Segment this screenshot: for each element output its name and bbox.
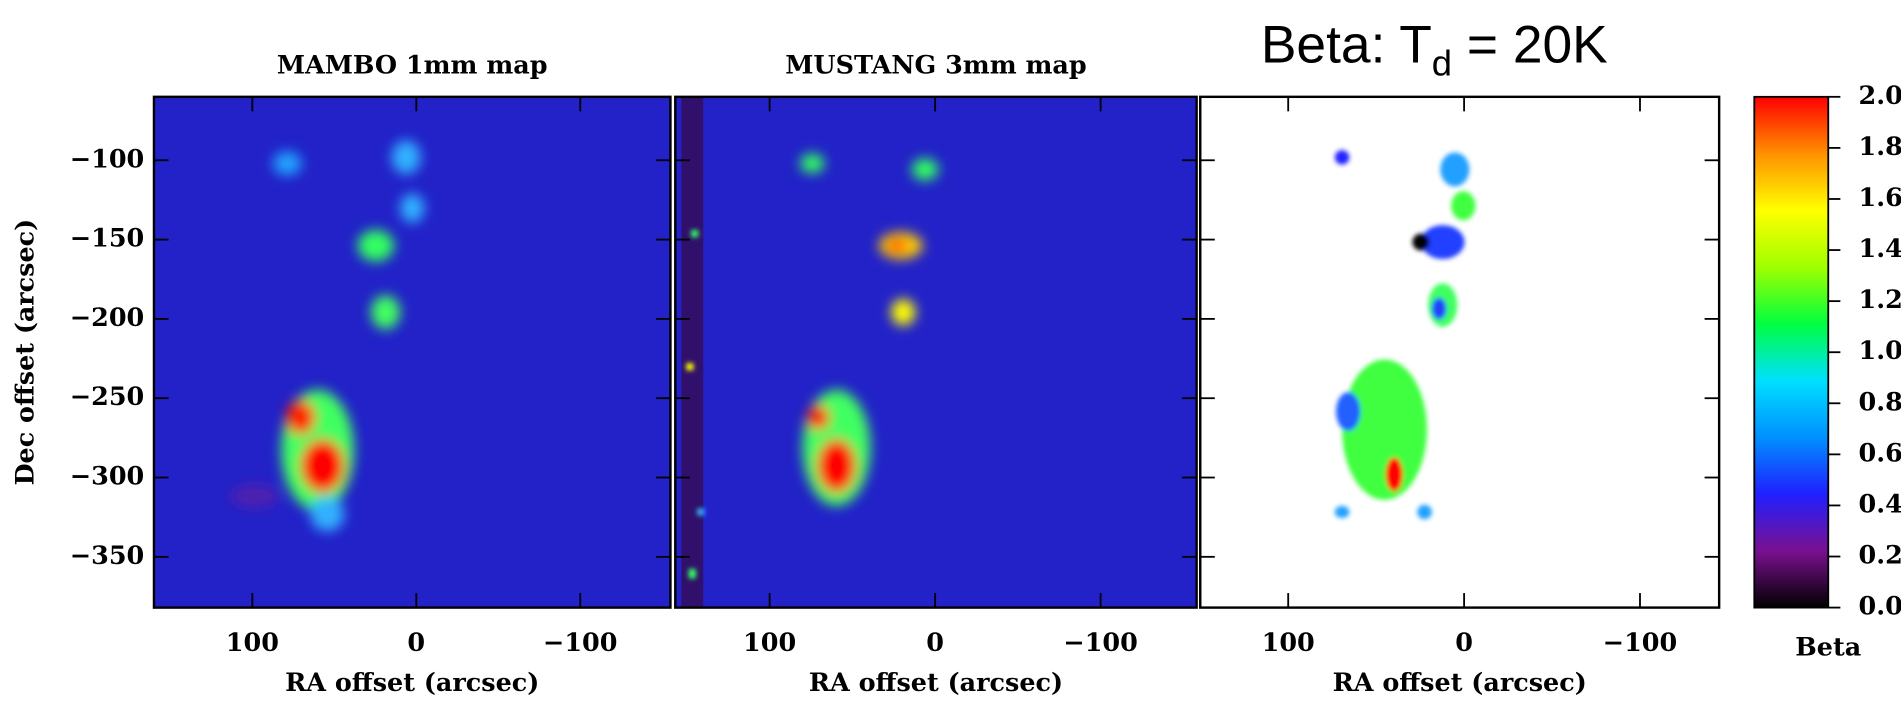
- x-tick-label: −100: [1603, 627, 1677, 657]
- colorbar-tick-label: 0.60: [1859, 437, 1901, 467]
- map-image-3: [1200, 96, 1720, 608]
- colorbar-label: Beta: [1795, 632, 1861, 662]
- x-tick-label: 0: [407, 627, 425, 657]
- panel-frame: [1199, 95, 1721, 609]
- x-tick-label: −100: [543, 627, 617, 657]
- heading-sub: d: [1432, 42, 1452, 83]
- x-tick-label: 0: [1455, 627, 1473, 657]
- colorbar-tick-label: 1.60: [1859, 182, 1901, 212]
- colorbar-tick-label: 1.20: [1859, 284, 1901, 314]
- panel-frame: [152, 95, 672, 609]
- map-image-1: [153, 96, 671, 608]
- heading-rest: = 20K: [1452, 16, 1608, 75]
- y-tick-label: −300: [70, 461, 144, 491]
- heading-main: Beta: T: [1261, 16, 1432, 75]
- y-tick-label: −200: [70, 302, 144, 332]
- y-tick-label: −100: [70, 143, 144, 173]
- colorbar-tick-label: 0.80: [1859, 386, 1901, 416]
- x-axis-label: RA offset (arcsec): [809, 667, 1063, 697]
- y-axis-label: Dec offset (arcsec): [10, 219, 40, 486]
- x-tick-label: 100: [743, 627, 796, 657]
- y-tick-label: −250: [70, 381, 144, 411]
- colorbar-tick-label: 2.00: [1859, 80, 1901, 110]
- y-tick-label: −350: [70, 540, 144, 570]
- map-image-2: [675, 96, 1197, 608]
- colorbar-tick-label: 1.80: [1859, 131, 1901, 161]
- x-tick-label: 0: [926, 627, 944, 657]
- colorbar-tick-label: 0.00: [1859, 591, 1901, 621]
- colorbar-tick-label: 0.40: [1859, 488, 1901, 518]
- colorbar-tick-label: 0.20: [1859, 540, 1901, 570]
- x-tick-label: −100: [1063, 627, 1137, 657]
- colorbar-tick-label: 1.00: [1859, 335, 1901, 365]
- panel-title: MUSTANG 3mm map: [785, 50, 1086, 80]
- colorbar: [1753, 95, 1830, 609]
- x-axis-label: RA offset (arcsec): [1333, 667, 1587, 697]
- panel-title: MAMBO 1mm map: [277, 50, 548, 80]
- x-axis-label: RA offset (arcsec): [285, 667, 539, 697]
- figure-heading: Beta: Td = 20K: [1261, 16, 1608, 83]
- y-tick-label: −150: [70, 223, 144, 253]
- colorbar-tick-label: 1.40: [1859, 233, 1901, 263]
- x-tick-label: 100: [226, 627, 279, 657]
- x-tick-label: 100: [1262, 627, 1315, 657]
